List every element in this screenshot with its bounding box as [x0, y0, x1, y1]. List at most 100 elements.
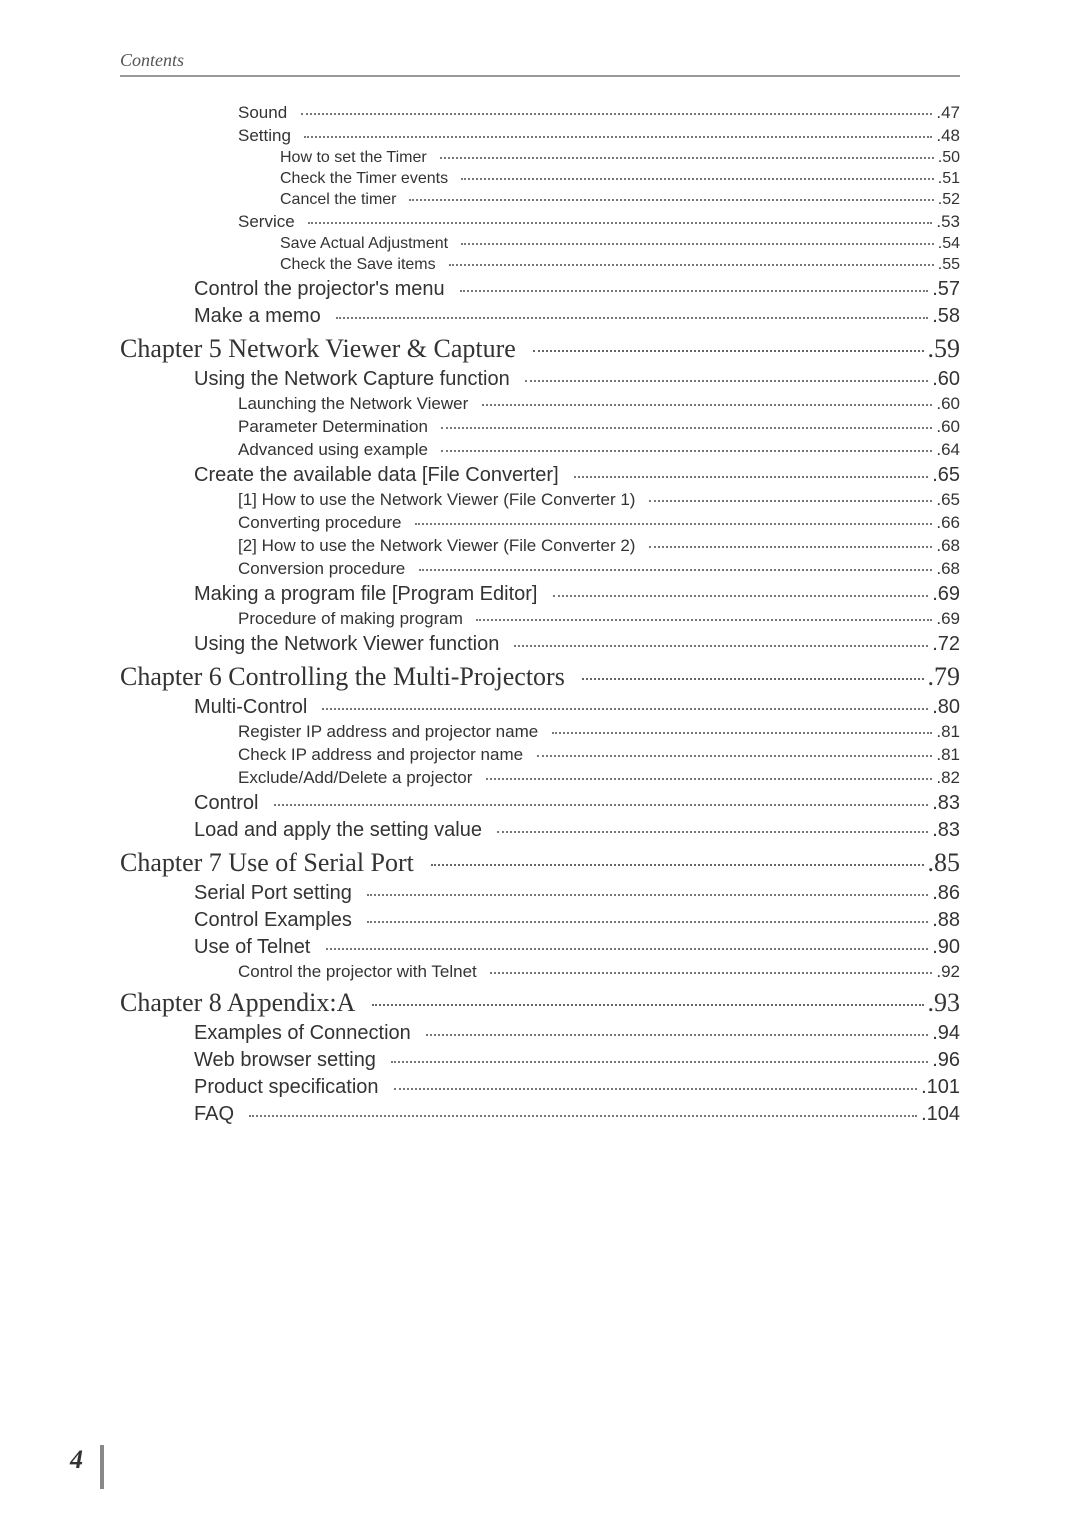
header-divider [120, 75, 960, 77]
toc-label: Control [194, 792, 258, 815]
toc-leader-dots [525, 380, 928, 382]
toc-leader-dots [249, 1115, 917, 1117]
toc-label: Procedure of making program [238, 609, 463, 629]
toc-leader-dots [461, 243, 934, 245]
toc-label: [2] How to use the Network Viewer (File … [238, 536, 635, 556]
toc-page: .55 [938, 256, 960, 274]
toc-entry: Check the Timer events .51 [280, 170, 960, 188]
toc-label: Chapter 8 Appendix:A [120, 988, 355, 1018]
toc-leader-dots [461, 178, 934, 180]
toc-entry: Converting procedure .66 [238, 513, 960, 533]
toc-label: Sound [238, 103, 287, 123]
toc-leader-dots [419, 569, 933, 571]
page-number-bar [100, 1445, 104, 1489]
toc-page: .51 [938, 170, 960, 188]
toc-label: Parameter Determination [238, 417, 428, 437]
toc-leader-dots [553, 595, 929, 597]
toc-page: .47 [936, 103, 960, 123]
toc-page: .59 [928, 334, 961, 364]
toc-label: Web browser setting [194, 1049, 376, 1072]
toc-label: Multi-Control [194, 696, 307, 719]
toc-label: Save Actual Adjustment [280, 235, 448, 253]
toc-page: .90 [932, 936, 960, 959]
toc-entry: Control the projector's menu .57 [194, 278, 960, 301]
toc-label: Control Examples [194, 909, 352, 932]
toc-entry: Exclude/Add/Delete a projector .82 [238, 768, 960, 788]
toc-label: Chapter 5 Network Viewer & Capture [120, 334, 516, 364]
toc-entry: FAQ .104 [194, 1103, 960, 1126]
toc-entry: Service .53 [238, 212, 960, 232]
toc-leader-dots [326, 948, 929, 950]
toc-label: Control the projector with Telnet [238, 962, 477, 982]
toc-leader-dots [394, 1088, 917, 1090]
toc-container: Sound .47 Setting .48 How to set the Timer… [120, 103, 960, 1126]
toc-page: .104 [921, 1103, 960, 1126]
toc-page: .60 [936, 417, 960, 437]
toc-entry: Sound .47 [238, 103, 960, 123]
toc-entry: Check the Save items .55 [280, 256, 960, 274]
toc-page: .57 [932, 278, 960, 301]
toc-label: Product specification [194, 1076, 379, 1099]
toc-entry: Serial Port setting .86 [194, 882, 960, 905]
toc-label: Create the available data [File Converte… [194, 464, 559, 487]
toc-entry: Setting .48 [238, 126, 960, 146]
toc-page: .101 [921, 1076, 960, 1099]
toc-leader-dots [301, 113, 933, 115]
toc-entry: Using the Network Viewer function .72 [194, 633, 960, 656]
toc-label: Chapter 6 Controlling the Multi-Projecto… [120, 662, 565, 692]
toc-leader-dots [649, 500, 932, 502]
toc-entry: Chapter 7 Use of Serial Port .85 [120, 848, 960, 878]
toc-label: Cancel the timer [280, 191, 397, 209]
toc-label: Control the projector's menu [194, 278, 445, 301]
toc-label: Check the Timer events [280, 170, 448, 188]
toc-page: .96 [932, 1049, 960, 1072]
toc-page: .50 [938, 149, 960, 167]
toc-leader-dots [409, 199, 933, 201]
toc-page: .48 [936, 126, 960, 146]
toc-entry: Create the available data [File Converte… [194, 464, 960, 487]
toc-label: Advanced using example [238, 440, 428, 460]
toc-leader-dots [304, 136, 932, 138]
toc-entry: Control Examples .88 [194, 909, 960, 932]
toc-entry: Parameter Determination .60 [238, 417, 960, 437]
toc-entry: Chapter 5 Network Viewer & Capture .59 [120, 334, 960, 364]
toc-leader-dots [391, 1061, 928, 1063]
toc-label: Make a memo [194, 305, 321, 328]
toc-leader-dots [476, 619, 932, 621]
toc-leader-dots [460, 290, 928, 292]
toc-label: How to set the Timer [280, 149, 427, 167]
toc-entry: Chapter 8 Appendix:A .93 [120, 988, 960, 1018]
toc-label: Converting procedure [238, 513, 401, 533]
toc-leader-dots [431, 864, 924, 866]
toc-entry: Using the Network Capture function .60 [194, 368, 960, 391]
toc-label: Check IP address and projector name [238, 745, 523, 765]
toc-label: Exclude/Add/Delete a projector [238, 768, 472, 788]
toc-entry: Save Actual Adjustment .54 [280, 235, 960, 253]
toc-page: .79 [928, 662, 961, 692]
toc-label: Using the Network Viewer function [194, 633, 499, 656]
toc-leader-dots [336, 317, 928, 319]
toc-leader-dots [490, 972, 932, 974]
toc-leader-dots [322, 708, 928, 710]
toc-entry: Examples of Connection .94 [194, 1022, 960, 1045]
toc-entry: Use of Telnet .90 [194, 936, 960, 959]
toc-page: .60 [932, 368, 960, 391]
toc-leader-dots [308, 222, 932, 224]
toc-page: .92 [936, 962, 960, 982]
toc-leader-dots [274, 804, 929, 806]
toc-leader-dots [482, 404, 933, 406]
toc-page: .69 [936, 609, 960, 629]
toc-entry: Control .83 [194, 792, 960, 815]
toc-entry: Make a memo .58 [194, 305, 960, 328]
toc-leader-dots [415, 523, 932, 525]
toc-leader-dots [552, 732, 933, 734]
toc-entry: Launching the Network Viewer .60 [238, 394, 960, 414]
toc-page: .85 [928, 848, 961, 878]
toc-entry: Register IP address and projector name .… [238, 722, 960, 742]
toc-label: Service [238, 212, 295, 232]
toc-page: .68 [936, 559, 960, 579]
toc-label: Use of Telnet [194, 936, 310, 959]
toc-label: Examples of Connection [194, 1022, 411, 1045]
toc-label: Serial Port setting [194, 882, 352, 905]
toc-entry: Advanced using example .64 [238, 440, 960, 460]
